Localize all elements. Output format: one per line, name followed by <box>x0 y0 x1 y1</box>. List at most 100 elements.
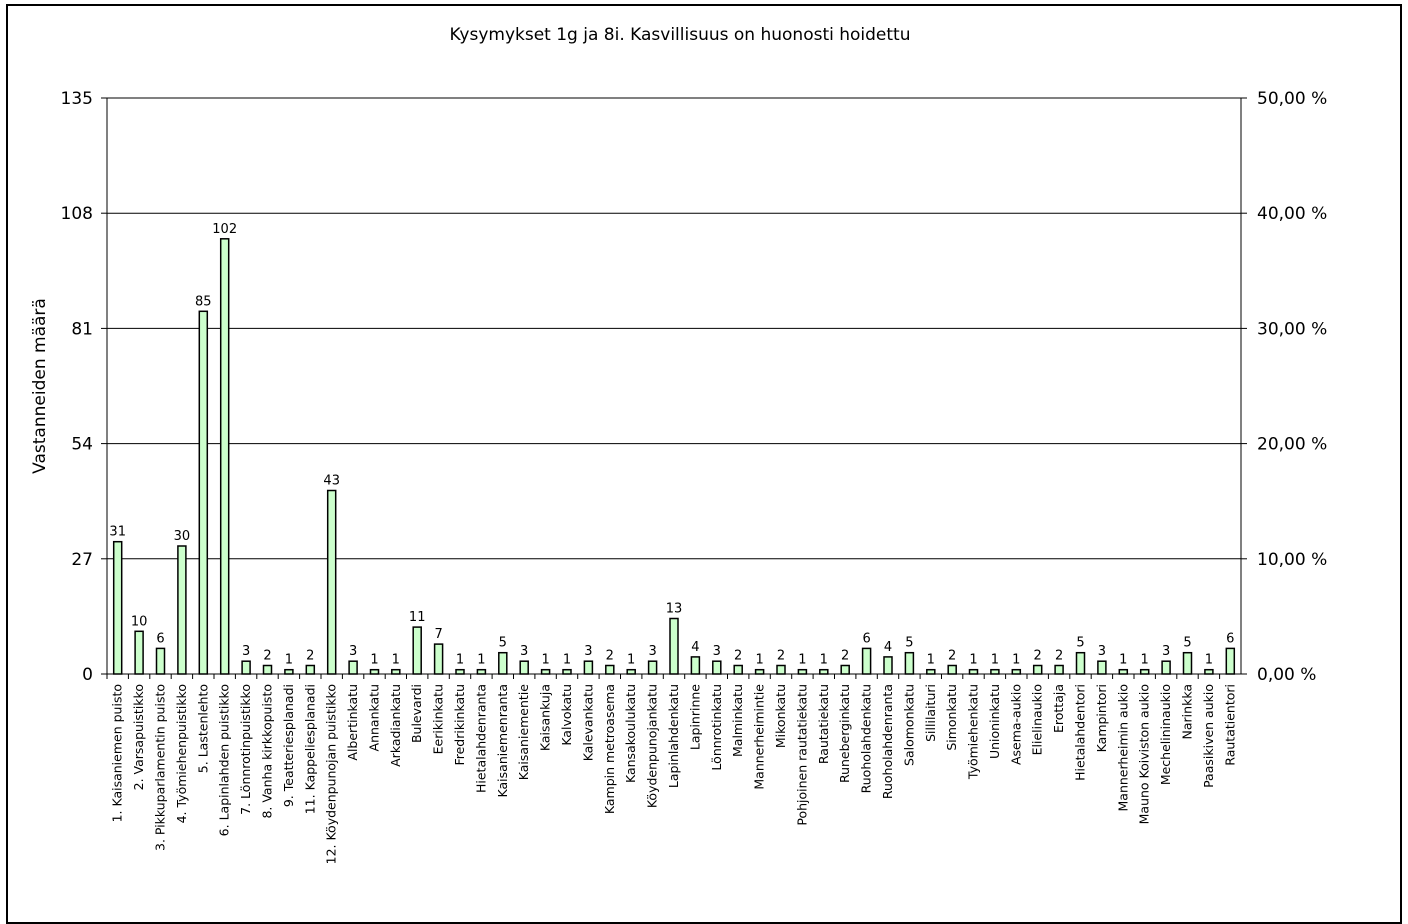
data-label: 1 <box>820 653 828 668</box>
x-category-label: Fredrikinkatu <box>452 684 467 766</box>
bar <box>605 664 615 675</box>
y-axis-label: Vastanneiden määrä <box>30 298 50 474</box>
bar <box>134 630 144 675</box>
bar <box>476 668 487 675</box>
x-category-label: 6. Lapinlahden puistikko <box>217 684 232 836</box>
x-category-label: Asema-aukio <box>1008 684 1023 765</box>
axes <box>101 97 1247 679</box>
bar <box>519 660 529 675</box>
data-label: 5 <box>499 636 507 651</box>
data-label: 1 <box>1205 653 1213 668</box>
x-category-label: Elielinaukio <box>1030 684 1045 755</box>
data-label: 13 <box>666 602 683 617</box>
x-category-label: 2. Varsapuistikko <box>131 684 146 790</box>
data-label: 1 <box>627 653 635 668</box>
x-category-label: Pohjoinen rautatiekatu <box>794 684 809 826</box>
bar <box>1182 651 1193 675</box>
x-category-label: 9. Teatteriesplanadi <box>281 684 296 807</box>
bar <box>1139 668 1150 675</box>
bar <box>1054 664 1064 675</box>
bar <box>883 656 893 675</box>
data-label: 2 <box>306 649 314 664</box>
data-label: 1 <box>755 653 763 668</box>
bar <box>1032 664 1043 675</box>
y-tick-label: 81 <box>71 319 93 339</box>
data-label: 4 <box>691 640 699 655</box>
bar <box>391 668 401 675</box>
x-category-label: Kalevankatu <box>580 684 595 761</box>
data-label: 11 <box>409 610 426 625</box>
data-label: 102 <box>212 222 237 237</box>
y2-tick-label: 30,00 % <box>1257 319 1327 339</box>
data-label: 1 <box>991 653 999 668</box>
x-category-label: Salomonkatu <box>901 684 916 766</box>
bar <box>177 545 187 675</box>
x-category-label: Annankatu <box>367 684 382 751</box>
x-category-label: Kaisankuja <box>538 684 553 751</box>
bar <box>369 668 380 675</box>
y-tick-label: 0 <box>82 665 93 685</box>
data-label: 5 <box>1076 636 1084 651</box>
y-axis-ticks: 0 27 54 81 108 135 <box>61 89 93 685</box>
data-label: 1 <box>456 653 464 668</box>
bar <box>733 664 743 675</box>
bar <box>754 668 765 675</box>
data-label: 2 <box>777 649 785 664</box>
data-label: 30 <box>174 529 191 544</box>
bar <box>112 540 123 675</box>
bar <box>1118 668 1129 675</box>
x-category-label: Työmiehenkatu <box>966 684 981 780</box>
y2-tick-label: 10,00 % <box>1257 550 1327 570</box>
x-category-label: 7. Lönnrotinpuistikko <box>238 684 253 815</box>
x-category-label: Sillilaituri <box>923 684 938 742</box>
bar <box>990 668 1000 675</box>
data-label: 1 <box>541 653 549 668</box>
bar <box>583 660 594 675</box>
x-category-label: Runeberginkatu <box>837 684 852 783</box>
x-category-label: 5. Lastenlehto <box>195 684 210 773</box>
bars <box>112 238 1236 675</box>
data-label: 3 <box>713 644 721 659</box>
data-label: 3 <box>520 644 528 659</box>
x-category-label: Kalvokatu <box>559 684 574 746</box>
bar <box>1161 660 1171 675</box>
bar <box>219 238 230 675</box>
data-label: 6 <box>862 631 870 646</box>
bar <box>1075 651 1086 675</box>
data-label: 1 <box>1012 653 1020 668</box>
x-category-label: Rautatientori <box>1222 684 1237 766</box>
bar <box>262 664 273 675</box>
x-category-label: Hietalahdenranta <box>473 684 488 793</box>
data-label: 3 <box>349 644 357 659</box>
x-category-label: Hietalahdentori <box>1073 684 1088 781</box>
data-label: 1 <box>370 653 378 668</box>
bar <box>305 664 316 675</box>
bar <box>1097 660 1107 675</box>
x-category-label: Arkadiankatu <box>388 684 403 767</box>
data-label: 3 <box>242 644 250 659</box>
x-category-label: Kaisaniemenranta <box>495 684 510 797</box>
bar <box>712 660 722 675</box>
bar <box>647 660 658 675</box>
x-category-label: Bulevardi <box>409 684 424 743</box>
data-label: 43 <box>323 474 340 489</box>
x-axis-categories: 1. Kaisaniemen puisto 2. Varsapuistikko 3.… <box>110 684 1238 865</box>
bar <box>840 664 850 675</box>
x-category-label: Lönnrotinkatu <box>709 684 724 771</box>
x-category-label: 8. Vanha kirkkopuisto <box>260 684 275 819</box>
x-category-label: Kampin metroasema <box>602 684 617 814</box>
x-category-label: Mauno Koiviston aukio <box>1137 684 1152 824</box>
x-category-label: Lapinlahdenkatu <box>666 684 681 788</box>
x-category-label: Mikonkatu <box>773 684 788 748</box>
data-label: 5 <box>905 636 913 651</box>
data-label: 4 <box>884 640 892 655</box>
data-label: 7 <box>434 627 442 642</box>
x-category-label: 4. Työmiehenpuistikko <box>174 684 189 823</box>
x-category-label: Albertinkatu <box>345 684 360 761</box>
data-label: 85 <box>195 294 212 309</box>
data-label: 2 <box>263 649 271 664</box>
bar <box>1225 647 1236 675</box>
x-category-label: Mechelininaukio <box>1158 684 1173 785</box>
